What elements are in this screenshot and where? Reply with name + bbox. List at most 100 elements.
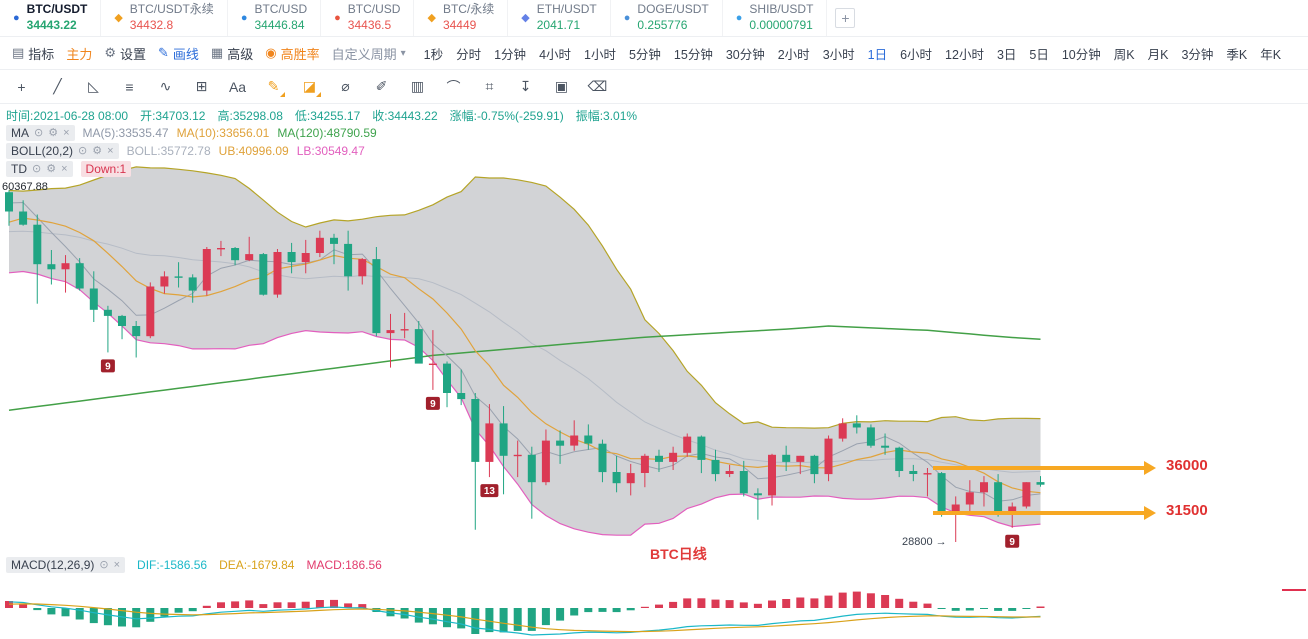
macd-close-icon[interactable]: × xyxy=(113,558,121,571)
advanced-button[interactable]: ▦ 高级 xyxy=(211,44,253,63)
ticker-item-8[interactable]: ● SHIB/USDT 0.00000791 xyxy=(723,0,828,36)
win-rate-button[interactable]: ◉ 高胜率 xyxy=(265,44,319,63)
wave-tool-icon[interactable]: ∿ xyxy=(159,78,172,94)
td-close-icon[interactable]: × xyxy=(61,162,68,175)
ma-indicator-label: MA xyxy=(11,126,29,140)
candle xyxy=(739,460,748,497)
td-eye-icon[interactable]: ⊙ xyxy=(32,162,42,175)
ma-eye-icon[interactable]: ⊙ xyxy=(34,126,44,139)
delete-icon[interactable]: ⌫ xyxy=(587,78,608,94)
timeframe-10分钟[interactable]: 10分钟 xyxy=(1061,47,1101,62)
timeframe-1秒[interactable]: 1秒 xyxy=(423,47,444,62)
timeframe-4小时[interactable]: 4小时 xyxy=(539,47,572,62)
price-arrow-31500[interactable] xyxy=(933,506,1156,520)
symbol-icon: ◆ xyxy=(114,11,123,24)
ellipse-tool-icon[interactable]: ⌀ xyxy=(341,78,350,94)
pencil-tool-icon[interactable]: ✐ xyxy=(375,78,388,94)
price-annotation-31500[interactable]: 31500 xyxy=(1166,502,1208,519)
timeframe-12小时[interactable]: 12小时 xyxy=(945,47,984,62)
candle xyxy=(796,455,805,475)
symbol-label: BTC/永续 xyxy=(442,2,495,17)
candle xyxy=(711,449,720,482)
pattern-tool-icon[interactable]: ▥ xyxy=(410,78,425,94)
ticker-item-2[interactable]: ◆ BTC/USDT永续 34432.8 xyxy=(101,0,228,36)
magnet-tool-icon[interactable]: ⌗ xyxy=(485,78,494,94)
timeframe-3小时[interactable]: 3小时 xyxy=(822,47,855,62)
candle xyxy=(513,440,522,478)
export-icon[interactable]: ↧ xyxy=(519,78,532,94)
timeframe-月K[interactable]: 月K xyxy=(1147,47,1169,62)
add-symbol-button[interactable]: + xyxy=(835,8,856,28)
trendline-icon[interactable]: ╱ xyxy=(53,78,62,94)
timeframe-1日[interactable]: 1日 xyxy=(867,47,888,62)
settings-button-label: 设置 xyxy=(119,46,146,62)
price-arrow-36000[interactable] xyxy=(933,461,1156,475)
price-annotation-36000[interactable]: 36000 xyxy=(1166,457,1208,474)
indicators-button-icon: ▤ xyxy=(12,45,25,60)
ticker-item-7[interactable]: ● DOGE/USDT 0.255776 xyxy=(611,0,723,36)
fib-box-icon[interactable]: ⊞ xyxy=(195,78,208,94)
ma-close-icon[interactable]: × xyxy=(63,126,70,139)
timeframe-3日[interactable]: 3日 xyxy=(996,47,1017,62)
candle xyxy=(640,453,649,488)
timeframe-年K[interactable]: 年K xyxy=(1260,47,1282,62)
parallel-lines-icon[interactable]: ≡ xyxy=(125,78,134,95)
marker-brush-icon[interactable]: ◪ xyxy=(296,74,323,99)
arc-tool-icon[interactable]: ⌒ xyxy=(446,78,461,95)
candle xyxy=(612,455,621,493)
text-tool-icon[interactable]: Aa xyxy=(228,78,247,95)
candle xyxy=(556,430,565,464)
macd-bar xyxy=(612,608,621,613)
draw-line-button-label: 画线 xyxy=(172,46,199,62)
indicators-button[interactable]: ▤ 指标 xyxy=(12,44,54,63)
ticker-item-5[interactable]: ◆ BTC/永续 34449 xyxy=(414,0,509,36)
macd-hist-value: MACD:186.56 xyxy=(306,558,382,572)
ticker-item-3[interactable]: ● BTC/USD 34446.84 xyxy=(228,0,322,36)
custom-period-button[interactable]: 自定义周期 ▾ xyxy=(332,44,406,63)
chart-caption[interactable]: BTC日线 xyxy=(650,546,707,562)
ma-indicator-controls: MA ⊙ ⚙ × xyxy=(6,125,75,141)
timeframe-1小时[interactable]: 1小时 xyxy=(584,47,616,62)
macd-eye-icon[interactable]: ⊙ xyxy=(99,558,109,571)
timeframe-1分钟[interactable]: 1分钟 xyxy=(494,47,527,62)
timeframe-分时[interactable]: 分时 xyxy=(456,47,482,62)
timeframe-30分钟[interactable]: 30分钟 xyxy=(725,47,765,62)
copy-icon[interactable]: ▣ xyxy=(554,78,569,94)
macd-bar xyxy=(1036,606,1045,608)
macd-bar xyxy=(443,608,451,628)
candle xyxy=(273,249,282,298)
main-force-button[interactable]: 主力 xyxy=(66,44,92,63)
crosshair-icon[interactable]: + xyxy=(17,78,26,95)
highlight-brush-icon[interactable]: ✎ xyxy=(260,74,287,99)
ticker-item-6[interactable]: ◆ ETH/USDT 2041.71 xyxy=(508,0,611,36)
candle xyxy=(951,496,960,542)
boll-settings-icon[interactable]: ⚙ xyxy=(92,144,103,157)
ticker-item-1[interactable]: ● BTC/USDT 34443.22 xyxy=(0,0,102,36)
candle xyxy=(5,190,13,226)
boll-close-icon[interactable]: × xyxy=(107,144,114,157)
macd-bar xyxy=(570,608,579,616)
timeframe-周K[interactable]: 周K xyxy=(1113,47,1135,62)
macd-bar xyxy=(202,605,211,608)
macd-bar xyxy=(75,608,84,620)
low-price-note[interactable]: 28800 → xyxy=(902,536,947,548)
timeframe-5分钟[interactable]: 5分钟 xyxy=(628,47,661,62)
triangle-tool-icon[interactable]: ◺ xyxy=(88,78,99,94)
ticker-item-4[interactable]: ● BTC/USD 34436.5 xyxy=(321,0,415,36)
td-settings-icon[interactable]: ⚙ xyxy=(46,162,57,175)
draw-line-button[interactable]: ✎ 画线 xyxy=(158,44,199,63)
ma-settings-icon[interactable]: ⚙ xyxy=(48,126,59,139)
macd-bar xyxy=(428,608,437,625)
timeframe-季K[interactable]: 季K xyxy=(1226,47,1248,62)
timeframe-5日[interactable]: 5日 xyxy=(1029,47,1049,62)
timeframe-2小时[interactable]: 2小时 xyxy=(777,47,810,62)
timeframe-3分钟[interactable]: 3分钟 xyxy=(1181,47,1214,62)
macd-bar xyxy=(909,601,918,608)
macd-bar xyxy=(866,593,875,608)
candlestick-chart[interactable]: 9 9 13 9 xyxy=(0,104,1308,556)
timeframe-6小时[interactable]: 6小时 xyxy=(900,47,933,62)
macd-chart[interactable] xyxy=(0,574,1308,639)
timeframe-15分钟[interactable]: 15分钟 xyxy=(673,47,713,62)
boll-eye-icon[interactable]: ⊙ xyxy=(78,144,88,157)
settings-button[interactable]: ⚙ 设置 xyxy=(104,44,146,63)
